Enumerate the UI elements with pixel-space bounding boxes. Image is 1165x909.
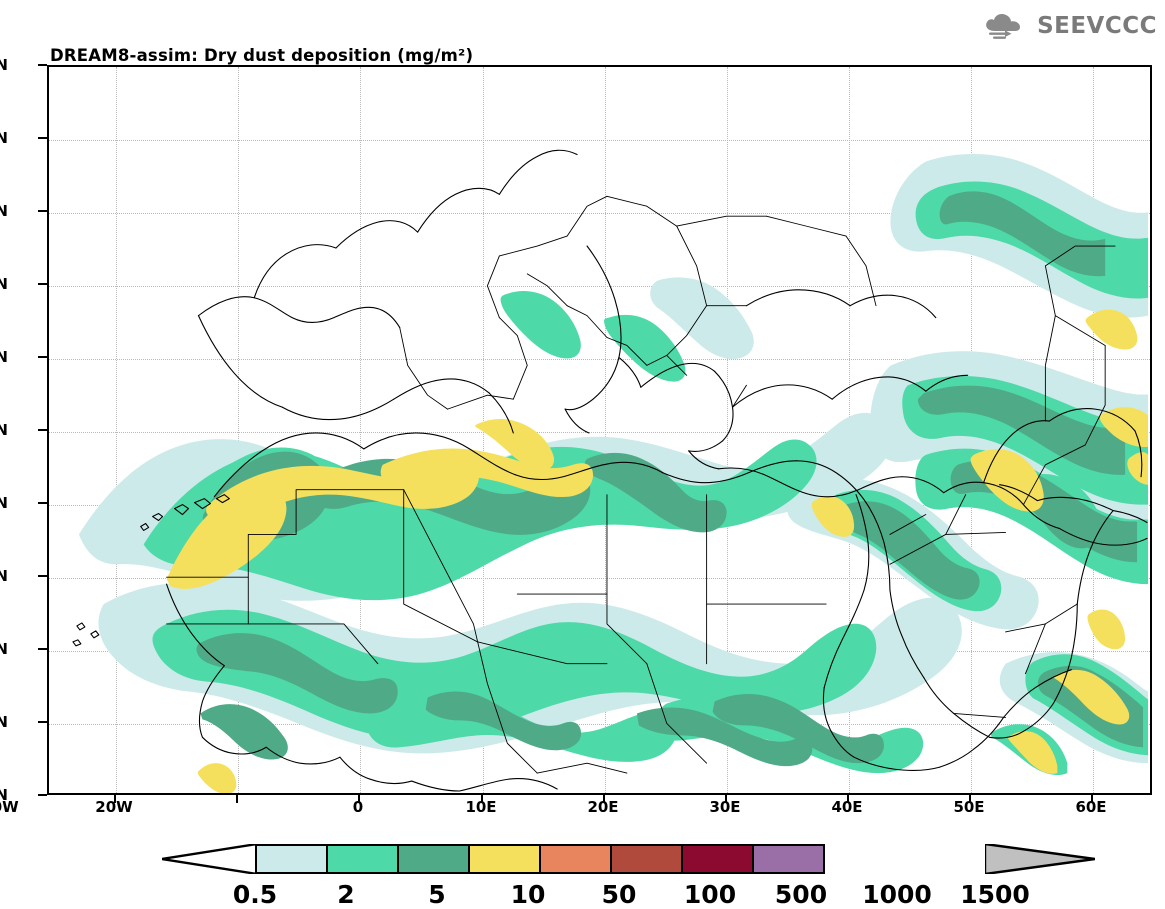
colorbar-label-100: 100 <box>683 880 737 909</box>
ytick-mark-5n <box>38 794 47 796</box>
colorbar-label-2: 2 <box>337 880 355 909</box>
colorbar-label-1000: 1000 <box>862 880 932 909</box>
gridline-50n <box>49 140 1150 141</box>
xtick-label-60e: 60E <box>1075 798 1107 816</box>
colorbar-label-1500: 1500 <box>960 880 1030 909</box>
xtick-mark-40e <box>847 795 849 803</box>
ytick-label-45n: 45N <box>0 202 8 220</box>
xtick-label-20w: 20W <box>95 798 133 816</box>
xtick-mark-20e <box>603 795 605 803</box>
colorbar-under-arrow <box>162 844 257 874</box>
ytick-label-5n: 5N <box>0 786 8 804</box>
band-10-50 <box>166 309 1149 793</box>
gridline-0 <box>360 67 361 793</box>
gridline-30e <box>727 67 728 793</box>
header: DREAM8-assim: Dry dust deposition (mg/m²… <box>0 0 1165 124</box>
xtick-mark-10w <box>236 795 238 803</box>
ytick-label-15n: 15N <box>0 640 8 658</box>
title-line-variable: DREAM8-assim: Dry dust deposition (mg/m²… <box>50 46 474 65</box>
colorbar-cell-10-50 <box>468 844 541 874</box>
ytick-mark-35n <box>38 356 47 358</box>
gridline-30n <box>49 432 1150 433</box>
ytick-mark-15n <box>38 648 47 650</box>
coastlines-and-borders <box>72 149 1148 792</box>
ytick-label-50n: 50N <box>0 129 8 147</box>
colorbar-cell-100-500 <box>610 844 683 874</box>
ytick-label-30n: 30N <box>0 421 8 439</box>
xtick-label-0: 0 <box>352 798 364 816</box>
ytick-label-20n: 20N <box>0 567 8 585</box>
colorbar-cell-1000-1500 <box>752 844 825 874</box>
xtick-label-30e: 30E <box>709 798 741 816</box>
colorbar-cell-500-1000 <box>681 844 754 874</box>
colorbar-label-10: 10 <box>510 880 546 909</box>
colorbar-label-50: 50 <box>601 880 637 909</box>
seevccc-logo: SEEVCCC <box>982 8 1157 44</box>
cloud-wind-icon <box>986 14 1021 39</box>
concentration-bands <box>78 154 1149 793</box>
gridline-45n <box>49 213 1150 214</box>
ytick-mark-45n <box>38 210 47 212</box>
colorbar-label-5: 5 <box>428 880 446 909</box>
ytick-label-40n: 40N <box>0 275 8 293</box>
colorbar-label-0p5: 0.5 <box>232 880 278 909</box>
gridline-10n <box>49 724 1150 725</box>
gridline-40n <box>49 286 1150 287</box>
xtick-mark-20w <box>114 795 116 803</box>
ytick-mark-50n <box>38 137 47 139</box>
ytick-mark-20n <box>38 575 47 577</box>
ytick-mark-40n <box>38 283 47 285</box>
colorbar: 0.5 2 5 10 50 100 500 1000 1500 <box>0 836 1165 909</box>
xtick-mark-0 <box>358 795 360 803</box>
xtick-mark-10e <box>481 795 483 803</box>
colorbar-label-500: 500 <box>774 880 828 909</box>
gridline-20e <box>605 67 606 793</box>
xtick-label-10w: 10W <box>0 798 19 816</box>
ytick-label-10n: 10N <box>0 713 8 731</box>
ytick-label-55n: 55N <box>0 56 8 74</box>
ytick-mark-55n <box>38 64 47 66</box>
colorbar-over-arrow <box>985 844 1095 874</box>
xtick-mark-60e <box>1091 795 1093 803</box>
ytick-label-35n: 35N <box>0 348 8 366</box>
dust-deposition-field <box>72 149 1149 793</box>
logo-text: SEEVCCC <box>1037 13 1157 39</box>
gridline-10w <box>238 67 239 793</box>
colorbar-swatches <box>255 844 825 874</box>
xtick-mark-30e <box>725 795 727 803</box>
colorbar-cell-5-10 <box>397 844 470 874</box>
xtick-label-40e: 40E <box>831 798 863 816</box>
xtick-mark-50e <box>969 795 971 803</box>
gridline-20n <box>49 578 1150 579</box>
map-plot-area[interactable] <box>47 65 1152 795</box>
xtick-label-50e: 50E <box>953 798 985 816</box>
xtick-label-10e: 10E <box>465 798 497 816</box>
ytick-mark-30n <box>38 429 47 431</box>
xtick-label-20e: 20E <box>587 798 619 816</box>
colorbar-cell-50-100 <box>539 844 612 874</box>
ytick-mark-10n <box>38 721 47 723</box>
ytick-mark-25n <box>38 502 47 504</box>
gridline-35n <box>49 359 1150 360</box>
gridline-20w <box>116 67 117 793</box>
ytick-label-25n: 25N <box>0 494 8 512</box>
colorbar-cell-2-5 <box>326 844 399 874</box>
colorbar-cell-0p5-2 <box>255 844 328 874</box>
